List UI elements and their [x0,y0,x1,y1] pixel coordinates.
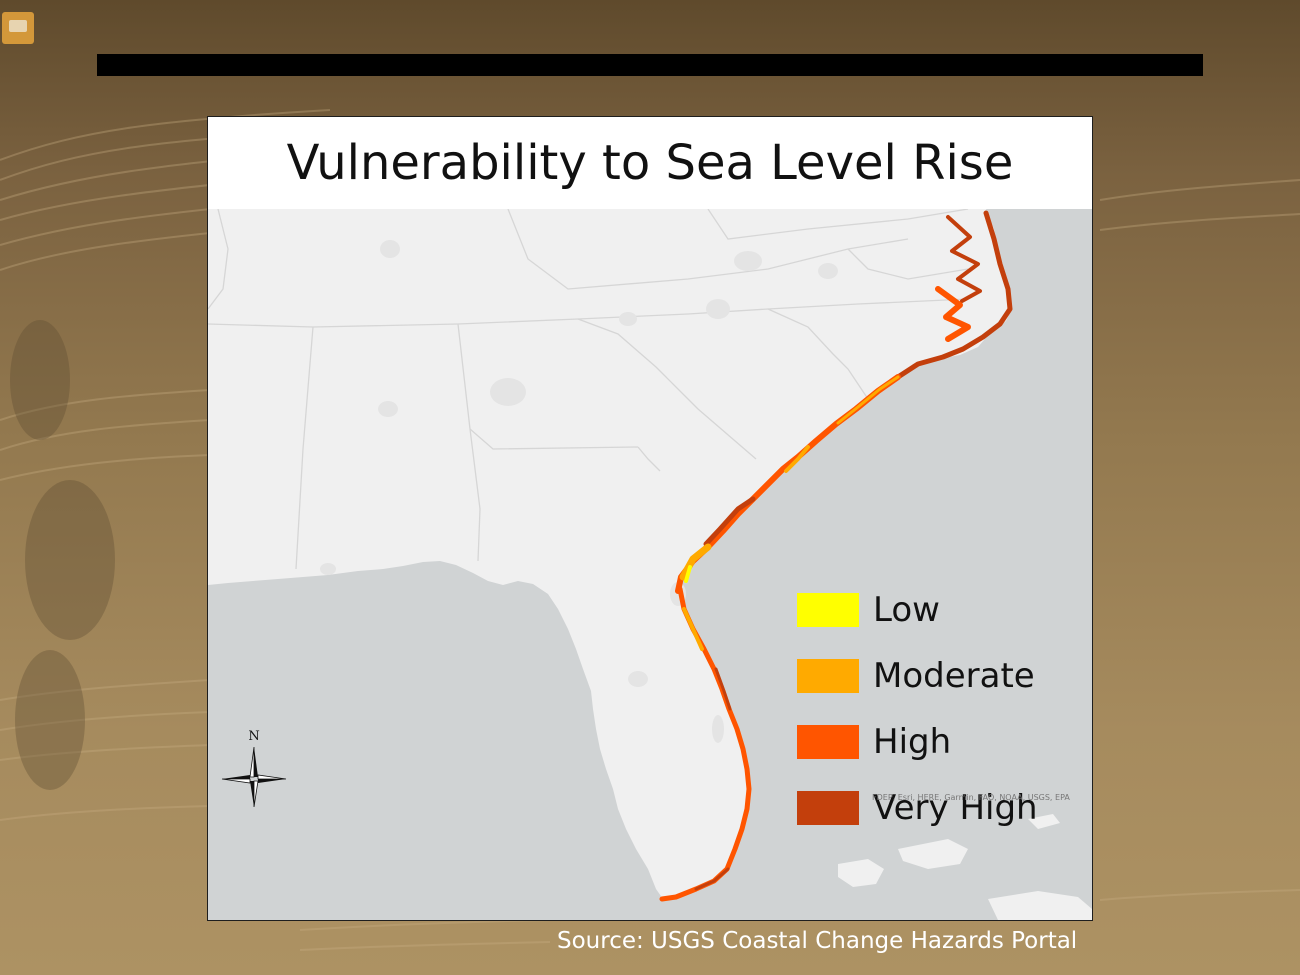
legend-item-very-high: Very High [797,775,1077,841]
southeast-us-map [208,209,1092,920]
legend: Low Moderate High Very High [797,577,1077,841]
map-title: Vulnerability to Sea Level Rise [208,117,1092,209]
legend-swatch-high [797,725,859,759]
islands [838,814,1092,920]
title-bar-decoration [97,54,1203,76]
source-caption: Source: USGS Coastal Change Hazards Port… [557,928,1078,954]
legend-swatch-moderate [797,659,859,693]
legend-item-low: Low [797,577,1077,643]
legend-label-moderate: Moderate [873,656,1035,696]
comment-icon[interactable] [2,12,34,44]
map-attribution: FDEP, Esri, HERE, Garmin, FAO, NOAA, USG… [872,793,1070,802]
map-figure: Vulnerability to Sea Level Rise [207,116,1093,921]
legend-label-high: High [873,722,952,762]
legend-swatch-low [797,593,859,627]
legend-item-moderate: Moderate [797,643,1077,709]
legend-item-high: High [797,709,1077,775]
coastline-vulnerability [659,210,1013,902]
legend-label-low: Low [873,590,940,630]
legend-label-very-high: Very High [873,788,1038,828]
compass-icon: N [221,729,287,808]
urban-areas [320,240,838,743]
compass-label: N [248,729,259,744]
land-mass [208,209,1012,899]
legend-swatch-very-high [797,791,859,825]
